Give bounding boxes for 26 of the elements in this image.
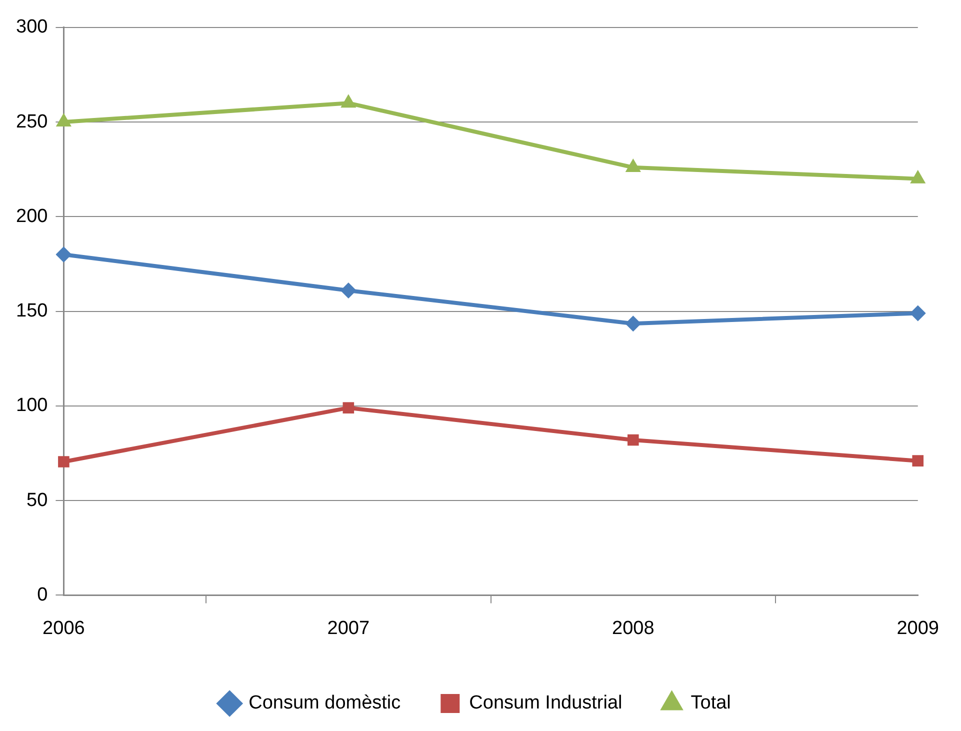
- y-tick-label: 300: [16, 16, 48, 38]
- x-tick-label: 2009: [896, 618, 940, 639]
- point: [340, 94, 356, 108]
- y-tick-label: 250: [16, 111, 48, 132]
- x-tick-label: 2006: [42, 618, 85, 639]
- x-tick-label: 2007: [327, 618, 370, 639]
- y-tick-label: 200: [16, 206, 48, 227]
- y-tick-label: 150: [16, 300, 48, 322]
- legend-label: Consum domèstic: [248, 692, 401, 714]
- point: [56, 113, 72, 127]
- point: [912, 455, 924, 466]
- point: [58, 456, 70, 468]
- y-tick-label: 100: [16, 395, 48, 416]
- legend-label: Total: [690, 692, 731, 714]
- point: [342, 402, 354, 414]
- point: [340, 282, 356, 298]
- point: [625, 158, 641, 172]
- y-tick-label: 0: [37, 584, 48, 606]
- y-tick-label: 50: [26, 490, 48, 511]
- point: [627, 434, 639, 446]
- point: [56, 246, 72, 263]
- legend-label: Consum Industrial: [469, 692, 622, 714]
- x-tick-label: 2008: [612, 618, 654, 639]
- point: [910, 170, 926, 184]
- point: [625, 316, 642, 332]
- point: [910, 305, 926, 322]
